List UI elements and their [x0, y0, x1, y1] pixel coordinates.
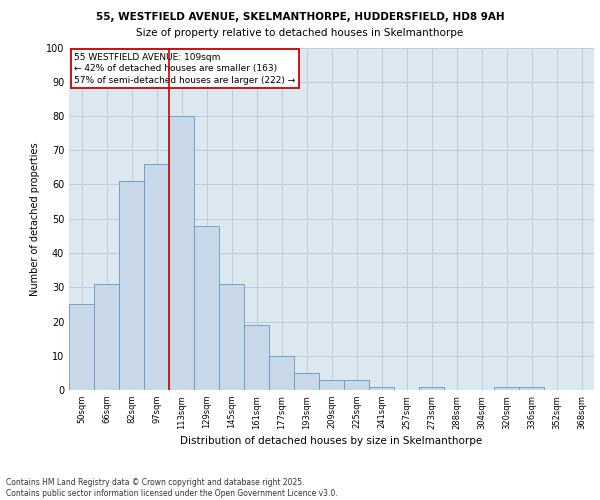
Bar — [169, 116, 194, 390]
Bar — [494, 386, 519, 390]
Text: Size of property relative to detached houses in Skelmanthorpe: Size of property relative to detached ho… — [136, 28, 464, 38]
Text: 55, WESTFIELD AVENUE, SKELMANTHORPE, HUDDERSFIELD, HD8 9AH: 55, WESTFIELD AVENUE, SKELMANTHORPE, HUD… — [95, 12, 505, 22]
Bar — [419, 386, 444, 390]
Bar — [369, 386, 394, 390]
X-axis label: Distribution of detached houses by size in Skelmanthorpe: Distribution of detached houses by size … — [181, 436, 482, 446]
Bar — [519, 386, 544, 390]
Bar — [244, 325, 269, 390]
Bar — [69, 304, 94, 390]
Bar — [119, 181, 144, 390]
Bar — [344, 380, 369, 390]
Bar — [269, 356, 294, 390]
Bar — [294, 373, 319, 390]
Bar — [319, 380, 344, 390]
Bar — [94, 284, 119, 390]
Y-axis label: Number of detached properties: Number of detached properties — [30, 142, 40, 296]
Text: Contains HM Land Registry data © Crown copyright and database right 2025.
Contai: Contains HM Land Registry data © Crown c… — [6, 478, 338, 498]
Bar — [144, 164, 169, 390]
Bar — [219, 284, 244, 390]
Text: 55 WESTFIELD AVENUE: 109sqm
← 42% of detached houses are smaller (163)
57% of se: 55 WESTFIELD AVENUE: 109sqm ← 42% of det… — [74, 52, 296, 85]
Bar — [194, 226, 219, 390]
